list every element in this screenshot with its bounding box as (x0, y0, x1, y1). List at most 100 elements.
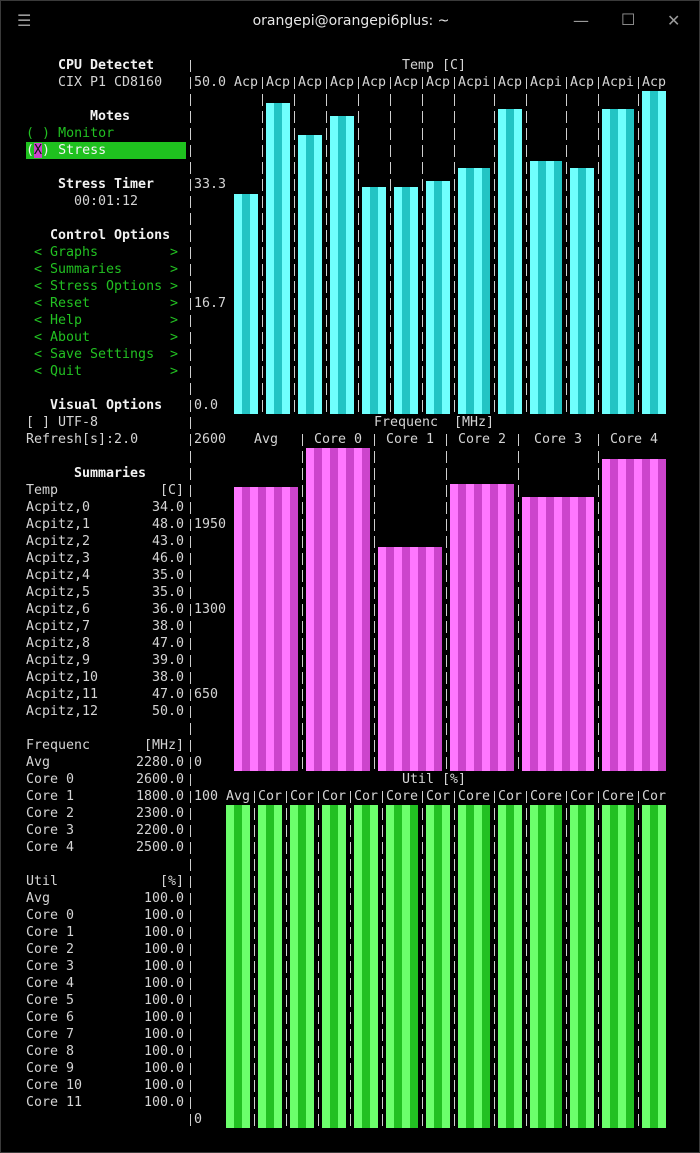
temp-bar (330, 115, 354, 414)
mode-radio-stress[interactable]: (X) Stress (26, 142, 186, 159)
menu-icon[interactable]: ☰ (17, 11, 32, 30)
temp-bar-divider (390, 74, 391, 414)
summary-row-label: Core 3 (26, 959, 75, 974)
menu-item-summaries[interactable]: Summaries (50, 262, 123, 277)
menu-arrow-left[interactable]: < (34, 347, 43, 362)
summary-row-label: Acpitz,0 (26, 500, 91, 515)
maximize-icon[interactable]: ☐ (621, 10, 636, 29)
radio-mark: X (34, 143, 43, 158)
temp-bar-label: Acp (394, 74, 418, 91)
freq-bar-divider (302, 431, 303, 771)
summary-row-value: 38.0 (151, 619, 184, 634)
temp-y-tick-label: 0.0 (194, 398, 219, 413)
util-bar-label: Cor (642, 788, 666, 805)
util-bar (498, 804, 522, 1128)
menu-item-stress-options[interactable]: Stress Options (50, 279, 163, 294)
window-title: orangepi@orangepi6plus: ~ (252, 13, 450, 29)
menu-item-help[interactable]: Help (50, 313, 83, 328)
temp-bar-divider (638, 74, 639, 414)
menu-arrow-right[interactable]: > (170, 262, 179, 277)
menu-arrow-left[interactable]: < (34, 364, 43, 379)
util-bar-divider (526, 788, 527, 1128)
summary-row-value: 100.0 (143, 976, 184, 991)
util-bar (458, 804, 490, 1128)
summary-row-label: Core 0 (26, 908, 75, 923)
control-options-heading: Control Options (50, 228, 171, 243)
summary-row-label: Core 9 (26, 1061, 75, 1076)
util-bar-label: Avg (226, 788, 250, 805)
freq-chart-title: Frequenc [MHz] (373, 415, 495, 430)
freq-y-tick-label: 0 (194, 755, 203, 770)
menu-item-quit[interactable]: Quit (50, 364, 83, 379)
menu-arrow-left[interactable]: < (34, 279, 43, 294)
temp-bar (394, 187, 418, 414)
freq-bar (378, 546, 442, 771)
close-icon[interactable]: ✕ (667, 11, 681, 30)
menu-arrow-left[interactable]: < (34, 262, 43, 277)
temp-bar-label: Acp (570, 74, 594, 91)
util-bar-label: Cor (354, 788, 378, 805)
menu-item-reset[interactable]: Reset (50, 296, 91, 311)
util-bar-label: Core (530, 788, 562, 805)
menu-arrow-left[interactable]: < (34, 245, 43, 260)
utf8-checkbox[interactable]: [ ] UTF-8 (26, 415, 99, 430)
menu-arrow-right[interactable]: > (170, 245, 179, 260)
freq-bar-divider (374, 431, 375, 771)
radio-open: ( (26, 126, 35, 141)
menu-arrow-right[interactable]: > (170, 279, 179, 294)
util-bar-label: Cor (426, 788, 450, 805)
temp-bar-label: Acp (234, 74, 258, 91)
menu-arrow-left[interactable]: < (34, 330, 43, 345)
temp-bar-label: Acp (362, 74, 386, 91)
temp-bar-label: Acpi (530, 74, 562, 91)
menu-arrow-right[interactable]: > (170, 313, 179, 328)
summary-row-value: 46.0 (151, 551, 184, 566)
util-bar (322, 804, 346, 1128)
summary-row-value: 34.0 (151, 500, 184, 515)
util-bar (530, 804, 562, 1128)
util-bar-divider (598, 788, 599, 1128)
refresh-rate-field[interactable]: Refresh[s]:2.0 (26, 432, 139, 447)
summary-row-label: Core 6 (26, 1010, 75, 1025)
menu-arrow-right[interactable]: > (170, 347, 179, 362)
summary-row-label: Acpitz,1 (26, 517, 91, 532)
util-bar (602, 804, 634, 1128)
summary-row-value: 2600.0 (135, 772, 184, 787)
menu-arrow-left[interactable]: < (34, 313, 43, 328)
summary-row-value: 1800.0 (135, 789, 184, 804)
util-bar-divider (350, 788, 351, 1128)
menu-arrow-right[interactable]: > (170, 364, 179, 379)
temp-bar-divider (358, 74, 359, 414)
menu-item-save-settings[interactable]: Save Settings (50, 347, 155, 362)
summary-row-label: Acpitz,4 (26, 568, 91, 583)
temp-bar-label: Acp (298, 74, 322, 91)
menu-arrow-left[interactable]: < (34, 296, 43, 311)
summary-row-value: 36.0 (151, 602, 184, 617)
summary-group-unit: [C] (159, 483, 184, 498)
menu-item-graphs[interactable]: Graphs (50, 245, 99, 260)
temp-bar-label: Acpi (458, 74, 490, 91)
modes-heading: Motes (90, 109, 131, 124)
summary-row-label: Acpitz,7 (26, 619, 91, 634)
summary-row-value: 100.0 (143, 1010, 184, 1025)
summary-row-label: Core 4 (26, 840, 75, 855)
summary-row-label: Core 2 (26, 806, 75, 821)
menu-item-about[interactable]: About (50, 330, 91, 345)
summary-row-value: 100.0 (143, 1095, 184, 1110)
visual-options-heading: Visual Options (50, 398, 163, 413)
temp-y-tick-label: 33.3 (194, 177, 227, 192)
menu-arrow-right[interactable]: > (170, 330, 179, 345)
summary-row-value: 35.0 (151, 568, 184, 583)
mode-radio-monitor[interactable]: ( ) Monitor (26, 125, 114, 142)
summary-group-unit: [%] (159, 874, 184, 889)
util-bar-divider (454, 788, 455, 1128)
menu-arrow-right[interactable]: > (170, 296, 179, 311)
freq-bar (522, 496, 594, 771)
summary-row-label: Core 1 (26, 789, 75, 804)
minimize-icon[interactable]: — (573, 11, 589, 30)
freq-y-tick-label: 1950 (194, 517, 227, 532)
summary-row-label: Core 2 (26, 942, 75, 957)
util-bar-divider (318, 788, 319, 1128)
util-bar-label: Core (458, 788, 490, 805)
